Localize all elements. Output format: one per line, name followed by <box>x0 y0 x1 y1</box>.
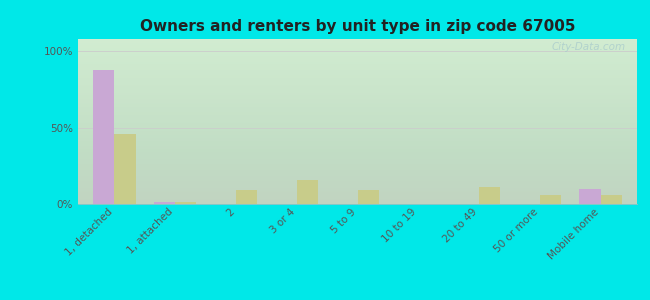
Bar <box>479 187 501 204</box>
Bar <box>114 134 136 204</box>
Bar <box>540 195 561 204</box>
Bar <box>297 180 318 204</box>
Text: City-Data.com: City-Data.com <box>552 42 626 52</box>
Bar <box>154 202 176 204</box>
Bar <box>236 190 257 204</box>
Bar <box>601 195 622 204</box>
Bar <box>358 190 379 204</box>
Bar <box>579 189 601 204</box>
Title: Owners and renters by unit type in zip code 67005: Owners and renters by unit type in zip c… <box>140 19 575 34</box>
Bar <box>93 70 114 204</box>
Bar <box>176 202 196 204</box>
